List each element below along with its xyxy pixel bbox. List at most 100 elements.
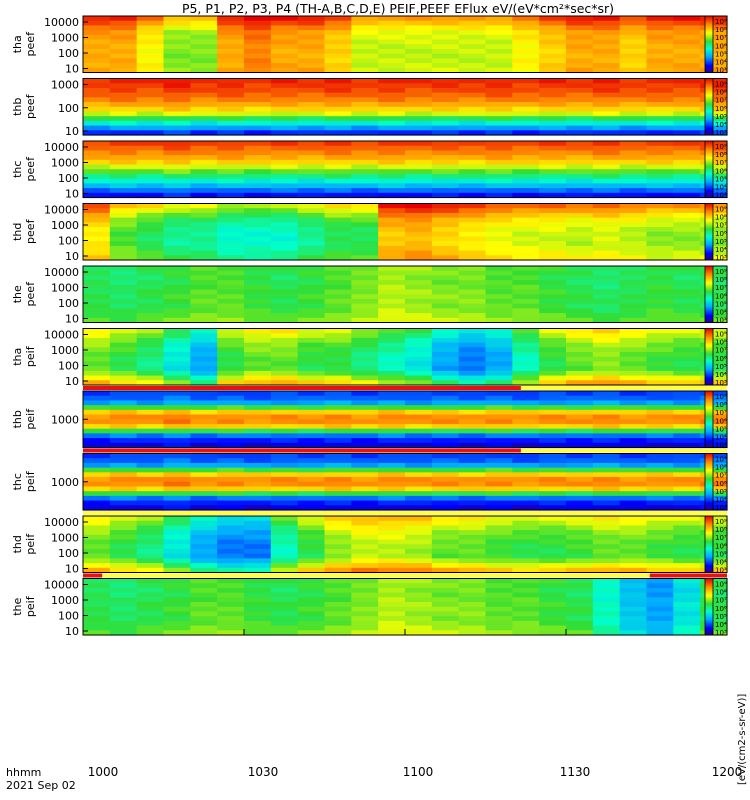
heatmap-cell [217, 87, 245, 94]
heatmap-cell [244, 328, 272, 334]
heatmap-cell [539, 544, 567, 550]
heatmap-cell [566, 16, 594, 22]
heatmap-cell [700, 169, 728, 175]
heatmap-cell [83, 63, 111, 69]
heatmap-cell [566, 245, 594, 252]
heatmap-cell [592, 150, 621, 156]
heatmap-cell [700, 78, 728, 84]
heatmap-cell [324, 347, 352, 353]
heatmap-cell [646, 491, 674, 497]
heatmap-cell [351, 106, 379, 113]
heatmap-cell [378, 255, 406, 261]
heatmap-cell [324, 173, 352, 180]
heatmap-cell [458, 280, 487, 286]
heatmap-cell [619, 467, 648, 473]
heatmap-cell [270, 419, 299, 425]
heatmap-cell [431, 39, 460, 45]
heatmap-cell [217, 245, 245, 252]
heatmap-cell [136, 525, 165, 531]
heatmap-cell [109, 106, 138, 113]
heatmap-cell [700, 583, 728, 589]
heatmap-cell [485, 116, 513, 122]
heatmap-cell [539, 317, 567, 324]
heatmap-cell [700, 558, 728, 564]
heatmap-cell [485, 400, 513, 406]
heatmap-cell [83, 308, 111, 314]
heatmap-cell [431, 438, 460, 444]
heatmap-cell [566, 400, 594, 406]
heatmap-cell [512, 525, 540, 531]
heatmap-cell [646, 472, 674, 478]
heatmap-cell [136, 284, 165, 291]
heatmap-cell [378, 442, 406, 449]
heatmap-cell [190, 520, 218, 527]
heatmap-cell [646, 212, 674, 219]
heatmap-cell [592, 294, 621, 300]
heatmap-cell [136, 458, 165, 464]
heatmap-cell [646, 48, 674, 55]
heatmap-cell [244, 222, 272, 228]
heatmap-cell [405, 428, 433, 434]
heatmap-cell [512, 120, 540, 127]
heatmap-cell [646, 236, 674, 242]
heatmap-cell [458, 462, 487, 469]
heatmap-cell [244, 486, 272, 492]
heatmap-cell [244, 620, 272, 627]
heatmap-cell [646, 567, 674, 574]
heatmap-cell [539, 203, 567, 209]
heatmap-cell [566, 164, 594, 170]
heatmap-cell [512, 284, 540, 291]
heatmap-cell [190, 491, 218, 497]
heatmap-cell [351, 516, 379, 522]
heatmap-cell [351, 308, 379, 314]
heatmap-cell [136, 530, 165, 536]
heatmap-cell [83, 150, 111, 156]
heatmap-cell [673, 516, 701, 522]
heatmap-cell [512, 486, 540, 492]
heatmap-cell [431, 578, 460, 584]
heatmap-cell [217, 602, 245, 608]
heatmap-cell [190, 245, 218, 252]
heatmap-cell [539, 592, 567, 598]
heatmap-cell [646, 520, 674, 527]
heatmap-cell [217, 578, 245, 584]
heatmap-cell [566, 462, 594, 469]
heatmap-cell [539, 458, 567, 464]
heatmap-cell [163, 217, 191, 223]
heatmap-cell [109, 462, 138, 469]
heatmap-cell [485, 173, 513, 180]
heatmap-cell [378, 298, 406, 305]
colorbar-tick-label: 10⁴ [715, 496, 727, 504]
heatmap-cell [673, 241, 701, 247]
heatmap-cell [592, 563, 621, 569]
heatmap-cell [351, 48, 379, 55]
x-tick-label-1000: 1000 [88, 765, 119, 779]
heatmap-cell [485, 495, 513, 502]
heatmap-cell [378, 433, 406, 439]
heatmap-cell [619, 145, 648, 152]
heatmap-cell [431, 625, 460, 631]
heatmap-cell [619, 525, 648, 531]
heatmap-cell [405, 370, 433, 377]
heatmap-cell [539, 409, 567, 416]
heatmap-cell [566, 395, 594, 402]
heatmap-cell [566, 317, 594, 324]
heatmap-cell [190, 203, 218, 209]
heatmap-cell [619, 280, 648, 286]
heatmap-cell [244, 183, 272, 189]
heatmap-cell [351, 317, 379, 324]
heatmap-cell [619, 159, 648, 166]
heatmap-cell [163, 405, 191, 411]
heatmap-cell [458, 458, 487, 464]
heatmap-cell [163, 563, 191, 569]
heatmap-cell [673, 173, 701, 180]
heatmap-cell [485, 192, 513, 199]
heatmap-cell [458, 250, 487, 256]
heatmap-cell [619, 188, 648, 194]
heatmap-cell [431, 505, 460, 511]
heatmap-cell [378, 30, 406, 36]
heatmap-cell [378, 275, 406, 281]
heatmap-cell [109, 255, 138, 261]
heatmap-cell [458, 592, 487, 598]
